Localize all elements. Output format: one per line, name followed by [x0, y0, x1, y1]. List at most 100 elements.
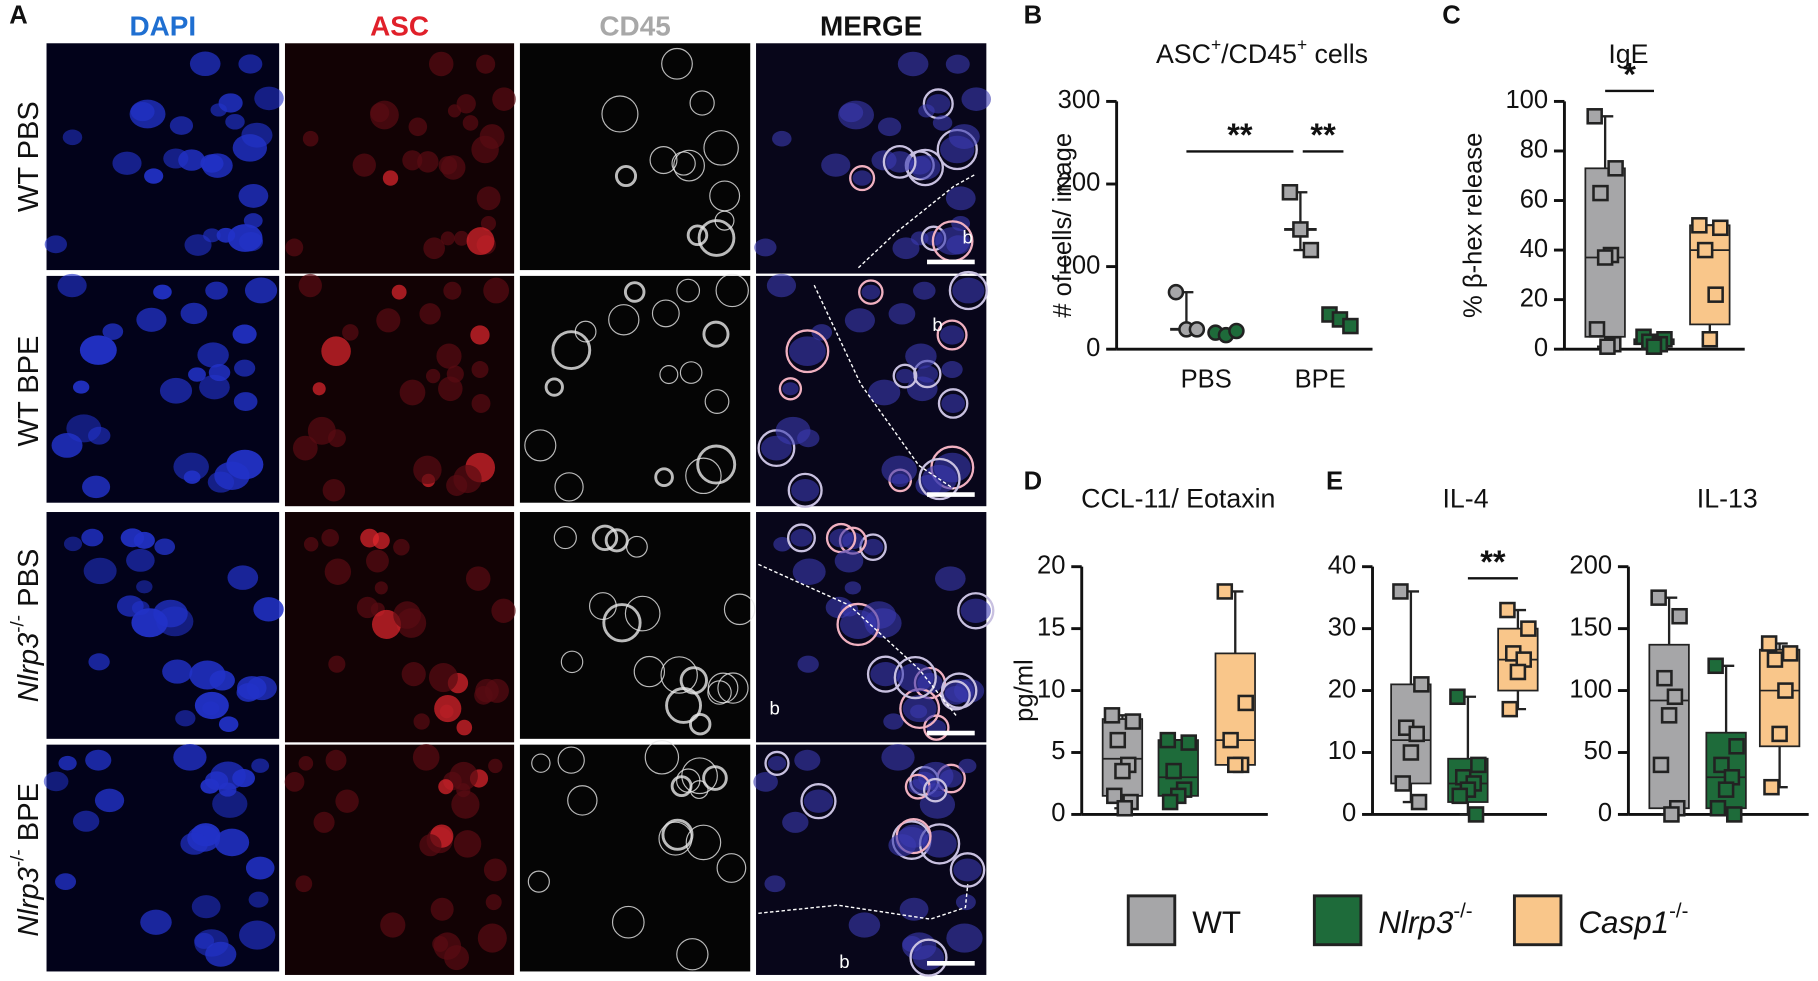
- merge-cell: [893, 655, 937, 700]
- y-tick-label: 10: [1328, 737, 1356, 765]
- text-part: Nlrp3: [1378, 905, 1454, 940]
- nucleus: [180, 302, 208, 325]
- merge-nucleus: [912, 945, 945, 971]
- data-point: [1712, 219, 1729, 237]
- asc-signal: [284, 772, 305, 792]
- y-tick-label: 0: [1051, 799, 1065, 827]
- column-header: CD45: [599, 11, 670, 42]
- asc-signal: [446, 365, 464, 383]
- chart-title: ASC+/CD45+ cells: [1156, 34, 1368, 69]
- nucleus: [169, 116, 194, 135]
- cd45-cell: [697, 219, 736, 257]
- data-point: [1725, 806, 1743, 823]
- chart-title: CCL-11/ Eotaxin: [1081, 483, 1275, 513]
- micrograph: [519, 512, 756, 739]
- asc-signal: [413, 713, 430, 730]
- nucleus: [233, 392, 258, 412]
- asc-signal: [444, 945, 469, 971]
- micrograph: [754, 43, 992, 274]
- nucleus: [126, 548, 155, 572]
- merge-nucleus: [782, 811, 809, 833]
- nucleus: [153, 284, 172, 300]
- column-header: MERGE: [820, 11, 922, 42]
- y-tick-label: 150: [1569, 613, 1612, 641]
- merge-nucleus: [844, 308, 875, 333]
- merge-nucleus: [948, 124, 980, 150]
- cd45-cell: [531, 753, 551, 773]
- asc-signal: [438, 779, 454, 795]
- micrograph: [284, 273, 515, 507]
- merge-nucleus: [829, 528, 853, 548]
- chart-title: IgE: [1608, 39, 1648, 69]
- merge-nucleus: [766, 273, 797, 298]
- merge-nucleus: [940, 325, 965, 345]
- data-point: [1586, 108, 1603, 125]
- merge-cell: [882, 144, 917, 179]
- cd45-cell: [659, 365, 679, 385]
- data-point: [1106, 787, 1123, 805]
- cd45-cell: [696, 444, 737, 485]
- data-point: [1408, 725, 1425, 743]
- asc-signal: [434, 694, 462, 723]
- text-part: -/-: [8, 849, 29, 867]
- data-point: [1777, 682, 1794, 699]
- nucleus: [136, 307, 167, 332]
- cd45-cell: [686, 224, 709, 247]
- nucleus: [218, 782, 237, 797]
- y-tick-label: 20: [1520, 284, 1548, 312]
- data-point: [1116, 799, 1134, 817]
- region-mark: b: [769, 698, 779, 719]
- asc-signal: [440, 155, 466, 180]
- nucleus: [140, 909, 172, 935]
- cd45-cell: [723, 593, 756, 626]
- nucleus: [199, 374, 230, 400]
- merge-nucleus: [870, 662, 901, 687]
- nucleus: [180, 832, 209, 855]
- epithelium-border: [857, 174, 976, 269]
- data-point: [1671, 607, 1688, 625]
- merge-cell: [948, 270, 988, 311]
- legend-swatch: [1126, 894, 1177, 947]
- row-label: Nlrp3-/- PBS: [8, 549, 45, 703]
- y-tick-label: 30: [1328, 613, 1356, 641]
- cd45-cell: [704, 389, 730, 414]
- nucleus: [58, 755, 77, 771]
- nucleus: [44, 235, 68, 254]
- merge-cell: [957, 592, 995, 630]
- nucleus: [94, 788, 125, 813]
- nucleus: [218, 716, 239, 732]
- cd45-cell: [654, 467, 674, 488]
- asc-signal: [376, 308, 401, 333]
- nucleus: [251, 758, 270, 773]
- significance-label: **: [1310, 117, 1336, 153]
- micrograph: [519, 273, 751, 503]
- merge-cell: [937, 388, 969, 419]
- data-point: [1216, 583, 1234, 600]
- nucleus: [245, 856, 275, 880]
- image-background: [519, 744, 751, 972]
- data-point: [1666, 688, 1684, 706]
- nucleus: [144, 168, 164, 184]
- row-label: Nlrp3-/- BPE: [8, 783, 45, 937]
- text-part: BPE: [13, 783, 45, 849]
- data-point: [1520, 620, 1537, 637]
- y-tick-label: 200: [1569, 551, 1612, 579]
- data-point: [1499, 601, 1516, 619]
- cd45-cell: [623, 281, 646, 303]
- data-point: [1167, 283, 1185, 301]
- nucleus: [205, 281, 228, 300]
- asc-signal: [322, 479, 346, 502]
- data-point: [1509, 663, 1527, 681]
- nucleus: [112, 151, 142, 175]
- nucleus: [88, 653, 110, 671]
- asc-signal: [399, 379, 426, 406]
- y-tick-label: 0: [1342, 799, 1356, 827]
- text-part: Casp1: [1578, 905, 1669, 940]
- asc-signal: [443, 281, 462, 300]
- chart: CCL-11/ Eotaxin pg/ml 0 5 10 15 20: [1011, 483, 1276, 827]
- data-point: [1449, 688, 1466, 706]
- cd45-cell: [676, 938, 709, 971]
- cd45-cell: [554, 472, 584, 502]
- data-point: [1402, 744, 1420, 761]
- y-tick-label: 0: [1598, 799, 1612, 827]
